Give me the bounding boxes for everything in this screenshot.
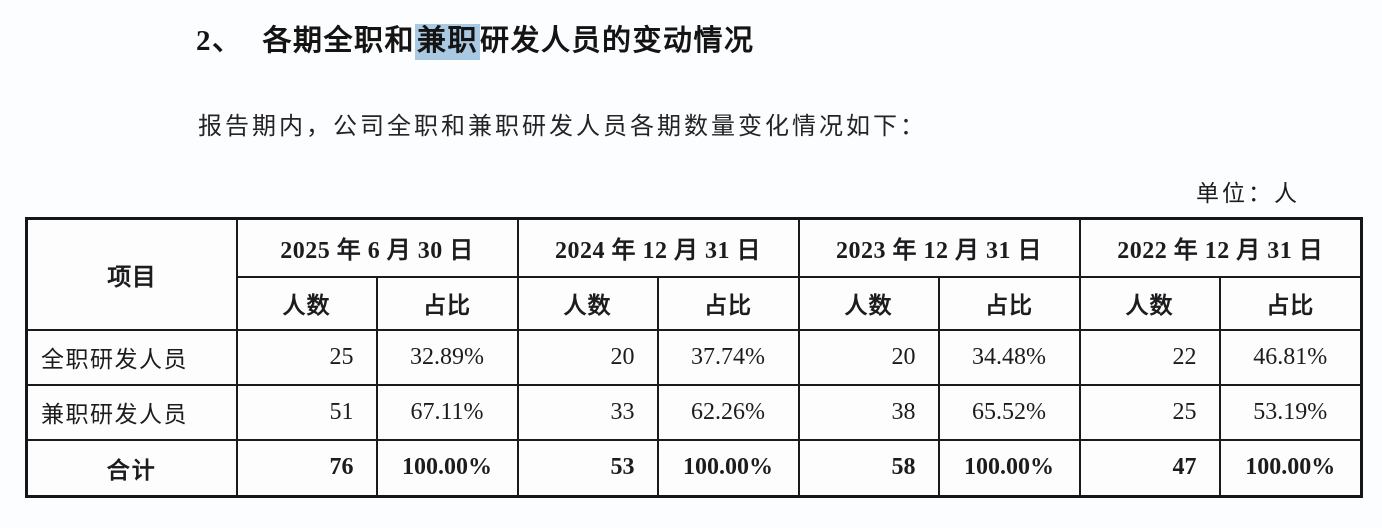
cell-count: 20: [516, 328, 659, 386]
subheader-count-2024: 人数: [516, 275, 659, 331]
cell-count: 25: [235, 328, 378, 386]
table-row-fulltime: 全职研发人员 25 32.89% 20 37.74% 20 34.48% 22 …: [25, 328, 1363, 386]
cell-count: 51: [235, 383, 378, 441]
unit-label: 单位：人: [1196, 181, 1300, 206]
subheader-ratio-2024: 占比: [656, 275, 800, 331]
cell-ratio: 100.00%: [1218, 438, 1363, 498]
column-header-period-2022: 2022 年 12 月 31 日: [1078, 217, 1363, 278]
column-header-item: 项目: [25, 217, 238, 331]
cell-count: 25: [1078, 383, 1221, 441]
cell-ratio: 46.81%: [1218, 328, 1363, 386]
row-label: 合计: [25, 438, 238, 498]
table-row-total: 合计 76 100.00% 53 100.00% 58 100.00% 47 1…: [25, 438, 1363, 498]
subheader-ratio-2022: 占比: [1218, 275, 1363, 331]
section-heading: 2、 各期全职和兼职研发人员的变动情况: [196, 17, 1382, 60]
subheader-ratio-2023: 占比: [937, 275, 1081, 331]
intro-paragraph: 报告期内，公司全职和兼职研发人员各期数量变化情况如下：: [198, 114, 927, 140]
heading-highlighted-text: 兼职: [415, 24, 481, 60]
cell-ratio: 65.52%: [937, 383, 1081, 441]
cell-ratio: 100.00%: [656, 438, 800, 498]
row-label: 兼职研发人员: [25, 383, 238, 441]
cell-ratio: 53.19%: [1218, 383, 1363, 441]
subheader-count-2025: 人数: [235, 275, 378, 331]
cell-count: 20: [797, 328, 940, 386]
cell-ratio: 100.00%: [375, 438, 519, 498]
cell-count: 58: [797, 438, 940, 498]
column-header-period-2024: 2024 年 12 月 31 日: [516, 217, 800, 278]
table-row-parttime: 兼职研发人员 51 67.11% 33 62.26% 38 65.52% 25 …: [25, 383, 1363, 441]
heading-text-post: 研发人员的变动情况: [480, 25, 755, 57]
table-header-sub-row: 人数 占比 人数 占比 人数 占比 人数 占比: [27, 275, 1363, 331]
table-header-period-row: 项目 2025 年 6 月 30 日 2024 年 12 月 31 日 2023…: [25, 217, 1363, 331]
cell-count: 76: [235, 438, 378, 498]
subheader-count-2022: 人数: [1078, 275, 1221, 331]
cell-count: 47: [1078, 438, 1221, 498]
cell-count: 33: [516, 383, 659, 441]
cell-ratio: 32.89%: [375, 328, 519, 386]
cell-ratio: 34.48%: [937, 328, 1081, 386]
column-header-period-2025: 2025 年 6 月 30 日: [235, 217, 519, 278]
subheader-ratio-2025: 占比: [375, 275, 519, 331]
heading-number: 2、: [196, 25, 243, 57]
row-label: 全职研发人员: [25, 328, 238, 386]
cell-ratio: 62.26%: [656, 383, 800, 441]
cell-ratio: 100.00%: [937, 438, 1081, 498]
cell-ratio: 67.11%: [375, 383, 519, 441]
column-header-period-2023: 2023 年 12 月 31 日: [797, 217, 1081, 278]
cell-count: 22: [1078, 328, 1221, 386]
heading-text-pre: 各期全职和: [262, 25, 416, 57]
rd-personnel-table: 项目 2025 年 6 月 30 日 2024 年 12 月 31 日 2023…: [25, 217, 1363, 498]
subheader-count-2023: 人数: [797, 275, 940, 331]
cell-count: 53: [516, 438, 659, 498]
cell-ratio: 37.74%: [656, 328, 800, 386]
cell-count: 38: [797, 383, 940, 441]
